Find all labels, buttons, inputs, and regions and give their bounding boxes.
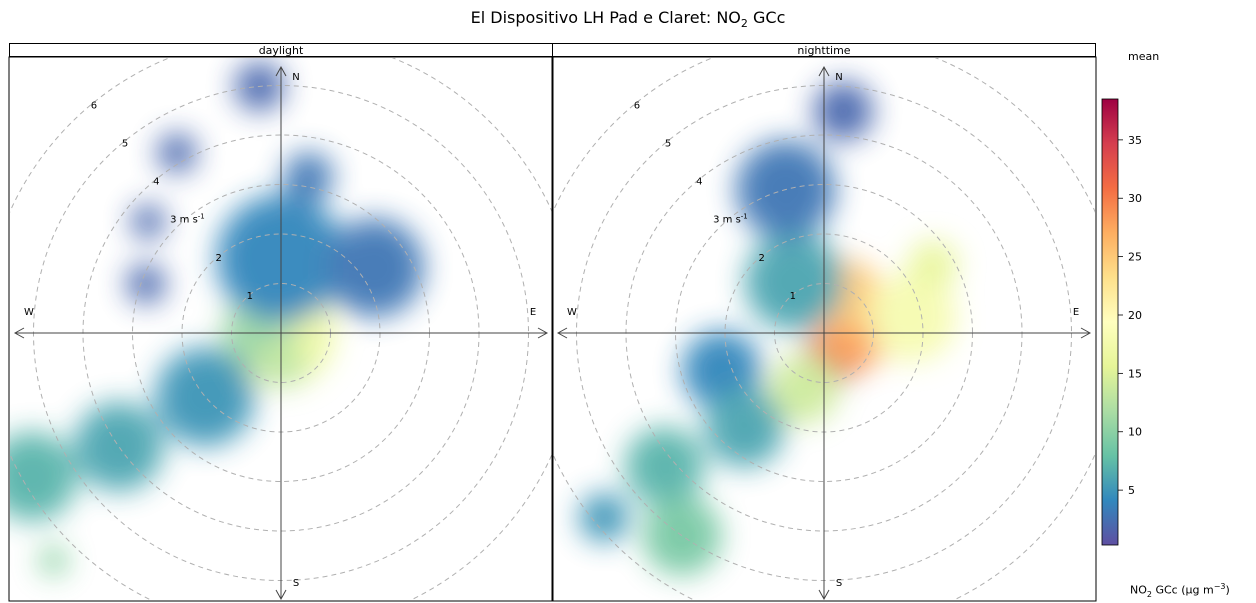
ring-label-4: 4 (153, 177, 159, 188)
compass-w: W (567, 307, 577, 318)
compass-s: S (293, 578, 299, 589)
surface-blob-daylight-6 (324, 218, 424, 318)
surface-blob-nighttime-5 (769, 354, 839, 424)
compass-s: S (836, 578, 842, 589)
ring-label-unit-exp: -1 (198, 213, 205, 221)
compass-e: E (1073, 307, 1079, 318)
surface-blob-nighttime-12 (642, 496, 722, 576)
surface-daylight (10, 61, 424, 576)
surface-blob-daylight-11 (74, 402, 164, 492)
ring-label-5: 5 (665, 138, 671, 149)
chart-title: El Dispositivo LH Pad e Claret: NO2 GCc (470, 8, 786, 31)
ring-label-unit-exp: -1 (741, 213, 748, 221)
ring-label-6: 6 (634, 100, 640, 111)
arrow-n (275, 65, 287, 77)
surface-blob-daylight-10 (155, 347, 255, 447)
arrow-n (818, 65, 830, 77)
color-key-label-10: 10 (1128, 426, 1142, 439)
compass-e: E (530, 307, 536, 318)
arrow-w (13, 327, 25, 339)
legend-title: mean (1128, 50, 1160, 63)
ring-label-3: 3 m s-1 (170, 213, 205, 226)
color-key-label-15: 15 (1128, 367, 1142, 380)
surface-blob-daylight-4 (283, 152, 334, 202)
legend-unit: NO2 GCc (μg m−3) (1130, 582, 1230, 599)
arrow-e (1080, 327, 1092, 339)
ring-label-2: 2 (215, 253, 221, 264)
surface-blob-daylight-13 (38, 545, 69, 576)
panel-header-nighttime: nighttime (552, 43, 1096, 57)
ring-label-1: 1 (247, 291, 253, 302)
panel-frame-nighttime (551, 56, 1097, 602)
surface-blob-daylight-7 (157, 133, 197, 173)
panel-daylight: N S E W 1 2 3 m s-1 4 5 6 (10, 58, 552, 600)
ring-label-6: 6 (91, 100, 97, 111)
panel-frame-daylight (8, 56, 554, 602)
surface-blob-nighttime-3 (867, 272, 957, 363)
surface-blob-daylight-12 (10, 432, 77, 522)
surface-blob-nighttime-4 (908, 240, 958, 290)
compass-n: N (835, 72, 842, 83)
surface-nighttime (579, 81, 958, 576)
ring-label-4: 4 (696, 177, 702, 188)
color-key-label-35: 35 (1128, 134, 1142, 147)
surface-blob-nighttime-6 (744, 232, 844, 332)
arrow-e (537, 327, 549, 339)
compass-w: W (24, 307, 34, 318)
ring-label-5: 5 (122, 138, 128, 149)
color-key-label-25: 25 (1128, 251, 1142, 264)
panel-nighttime: N S E W 1 2 3 m s-1 4 5 6 (553, 58, 1095, 600)
ring-label-3: 3 m s-1 (713, 213, 748, 226)
arrow-w (556, 327, 568, 339)
ring-label-1: 1 (790, 291, 796, 302)
compass-n: N (292, 72, 299, 83)
surface-blob-daylight-9 (126, 264, 166, 304)
surface-blob-nighttime-11 (625, 427, 705, 507)
surface-blob-nighttime-10 (704, 388, 785, 468)
color-key-label-30: 30 (1128, 192, 1142, 205)
color-key-label-5: 5 (1128, 484, 1135, 497)
arrow-s (275, 589, 287, 600)
surface-blob-nighttime-8 (813, 81, 874, 141)
color-key-label-20: 20 (1128, 309, 1142, 322)
color-key: 5 10 15 20 25 30 35 (1101, 98, 1142, 546)
arrow-s (818, 589, 830, 600)
color-key-bar (1101, 98, 1119, 546)
surface-blob-daylight-8 (130, 204, 166, 239)
surface-blob-nighttime-13 (579, 492, 629, 543)
ring-label-2: 2 (758, 253, 764, 264)
